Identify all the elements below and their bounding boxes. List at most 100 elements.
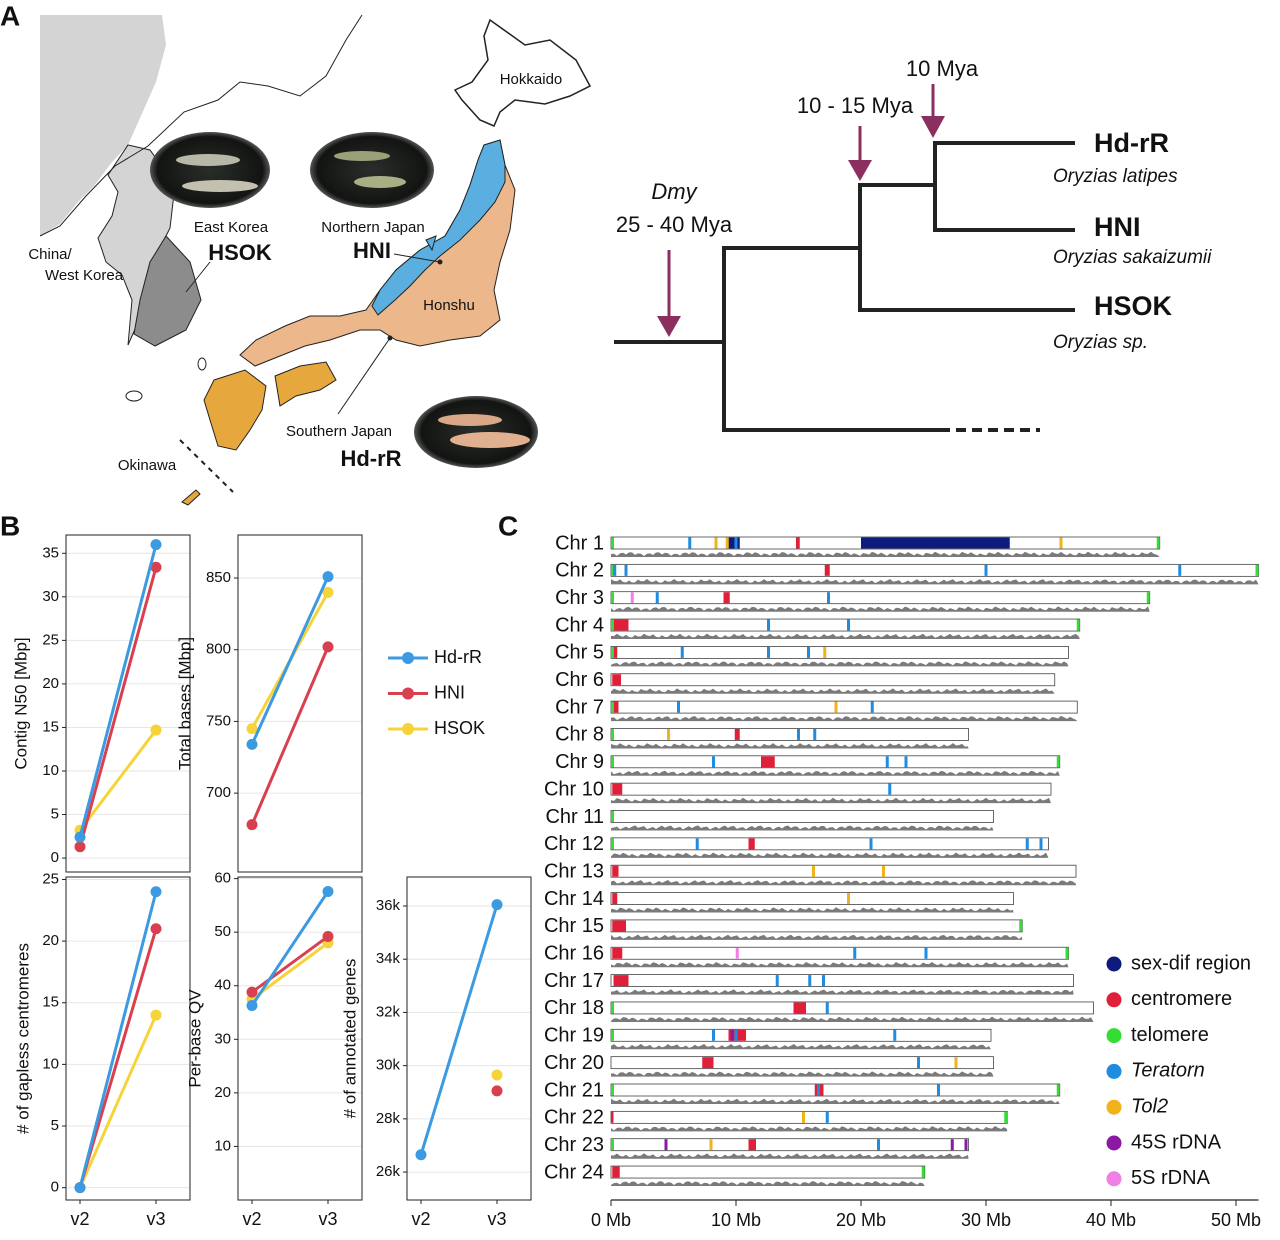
x-tick-label: 40 Mb: [1086, 1210, 1136, 1230]
coverage-profile: [611, 961, 1069, 968]
data-point: [74, 831, 86, 843]
y-tick-label: 34k: [376, 950, 401, 967]
feature-block: [824, 564, 830, 576]
feature-block: [861, 537, 1010, 549]
y-tick-label: 26k: [376, 1163, 401, 1180]
chromosome-label: Chr 15: [544, 915, 604, 937]
coverage-profile: [611, 825, 994, 831]
legend-label: HNI: [434, 682, 465, 702]
legend-swatch: [402, 687, 414, 700]
legend-swatch: [402, 723, 414, 735]
y-tick-label: 36k: [376, 897, 401, 914]
feature-mark: [847, 893, 850, 905]
chromosome: [610, 946, 1069, 960]
x-tick-label: v3: [318, 1209, 337, 1229]
feature-mark: [825, 1002, 829, 1014]
map-label: Hd-rR: [340, 446, 401, 471]
y-tick-label: 0: [51, 849, 59, 866]
chromosome: [610, 1028, 992, 1042]
taxon-strain: HSOK: [1094, 291, 1173, 321]
feature-block: [702, 1057, 714, 1069]
y-tick-label: 20: [42, 932, 59, 949]
coverage-profile: [611, 1126, 1008, 1132]
feature-mark: [695, 838, 699, 850]
chromosome-label: Chr 5: [555, 642, 604, 664]
feature-block: [761, 756, 775, 768]
feature-block: [613, 619, 629, 631]
panel-label: B: [0, 510, 20, 541]
divergence-arrows: [657, 84, 945, 337]
coverage-profile: [611, 688, 1055, 694]
coverage-profile: [611, 934, 1023, 940]
series-line: [78, 928, 158, 1189]
coverage-profile: [611, 879, 1076, 886]
map-label: East Korea: [194, 219, 269, 236]
data-point: [150, 539, 162, 551]
feature-mark: [611, 537, 614, 549]
data-point: [246, 986, 258, 998]
series-line: [250, 646, 330, 826]
legend-swatch: [1106, 992, 1122, 1008]
feature-mark: [611, 1139, 614, 1151]
legend-label: telomere: [1131, 1024, 1209, 1046]
feature-block: [748, 838, 755, 850]
legend-swatch: [402, 652, 414, 664]
chromosome: [610, 728, 969, 741]
map-label: China/: [28, 246, 72, 263]
feature-mark: [1059, 537, 1063, 549]
coverage-profile: [611, 1016, 1094, 1022]
legend-swatch: [1106, 1099, 1122, 1115]
coverage-profile: [611, 715, 1078, 722]
chromosome: [610, 1001, 1094, 1015]
feature-block: [612, 1166, 620, 1178]
feature-mark: [725, 537, 729, 549]
y-tick-label: 750: [206, 712, 231, 729]
map-label: Southern Japan: [286, 423, 392, 440]
coverage-profile: [611, 907, 1014, 913]
feature-mark: [611, 619, 614, 631]
legend-swatch: [1106, 1135, 1122, 1151]
y-tick-label: 30k: [376, 1057, 401, 1074]
coverage-profile: [611, 633, 1080, 640]
legend-label: HSOK: [434, 718, 485, 738]
feature-block: [611, 1111, 614, 1123]
feature-mark: [823, 646, 827, 658]
plot-frame: [237, 876, 363, 1201]
feature-block: [612, 947, 623, 959]
x-tick-label: 0 Mb: [591, 1210, 631, 1230]
feature-mark: [885, 756, 889, 768]
y-tick-label: 30: [214, 1030, 231, 1047]
feature-mark: [611, 728, 614, 740]
data-point: [491, 899, 503, 911]
chromosome-label: Chr 14: [544, 888, 604, 910]
chromosome: [610, 782, 1052, 796]
feature-mark: [812, 865, 815, 877]
feature-mark: [1146, 592, 1150, 604]
feature-mark: [667, 728, 670, 740]
feature-block: [612, 920, 626, 932]
data-point: [246, 738, 258, 750]
y-tick-label: 60: [214, 870, 231, 887]
feature-mark: [1076, 619, 1080, 631]
feature-mark: [1065, 947, 1069, 959]
series-line: [78, 891, 158, 1189]
chromosome: [610, 919, 1023, 933]
series-line: [78, 729, 158, 832]
map-label: Northern Japan: [321, 219, 424, 236]
coverage-profile: [611, 578, 1259, 585]
feature-mark: [712, 756, 715, 768]
chromosome: [610, 864, 1077, 878]
legend-label: Tol2: [1131, 1095, 1168, 1117]
y-tick-label: 5: [51, 1117, 59, 1134]
feature-mark: [611, 1002, 614, 1014]
data-point: [246, 1000, 258, 1012]
chromosome-label: Chr 24: [544, 1161, 604, 1183]
series-line: [78, 544, 158, 838]
feature-mark: [893, 1029, 897, 1041]
y-axis-label: Total bases [Mbp]: [175, 637, 194, 770]
feature-mark: [611, 756, 614, 768]
chromosome: [610, 646, 1069, 659]
feature-mark: [870, 701, 874, 713]
chromosome: [610, 618, 1081, 632]
